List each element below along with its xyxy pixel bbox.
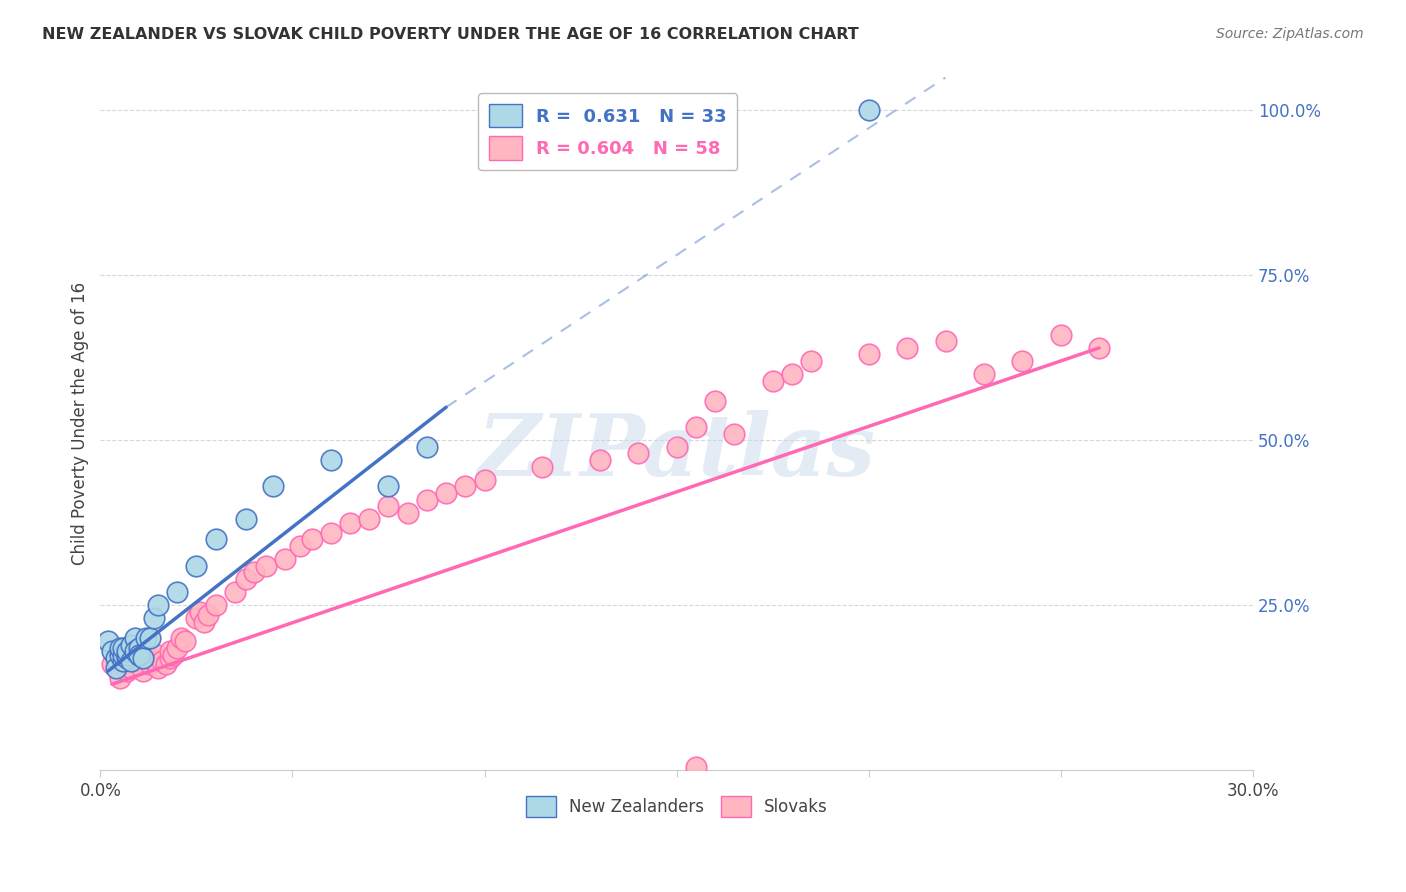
Point [589,453,612,467]
Point [339,516,361,530]
Point [197,607,219,622]
Point [627,446,650,460]
Point [780,368,803,382]
Point [112,648,135,662]
Point [723,426,745,441]
Point [665,440,688,454]
Point [131,664,153,678]
Point [108,671,131,685]
Point [124,644,146,658]
Point [973,368,995,382]
Point [319,525,342,540]
Point [235,572,257,586]
Point [162,648,184,662]
Point [146,648,169,662]
Point [108,648,131,662]
Text: ZIPatlas: ZIPatlas [478,409,876,493]
Point [896,341,918,355]
Point [454,479,477,493]
Point [166,585,188,599]
Point [97,634,120,648]
Text: NEW ZEALANDER VS SLOVAK CHILD POVERTY UNDER THE AGE OF 16 CORRELATION CHART: NEW ZEALANDER VS SLOVAK CHILD POVERTY UN… [42,27,859,42]
Point [188,605,211,619]
Point [150,654,173,668]
Point [120,654,142,668]
Point [235,512,257,526]
Point [474,473,496,487]
Point [377,499,399,513]
Point [377,479,399,493]
Point [1049,327,1071,342]
Point [120,638,142,652]
Point [104,651,127,665]
Point [396,506,419,520]
Legend: New Zealanders, Slovaks: New Zealanders, Slovaks [519,789,834,824]
Point [319,453,342,467]
Point [800,354,823,368]
Point [115,648,138,662]
Point [124,631,146,645]
Point [170,631,193,645]
Point [858,103,880,118]
Point [128,648,150,662]
Point [128,640,150,655]
Point [143,611,166,625]
Point [204,532,226,546]
Point [1088,341,1111,355]
Point [159,644,181,658]
Point [112,654,135,668]
Point [101,644,124,658]
Point [434,486,457,500]
Point [101,657,124,672]
Point [115,644,138,658]
Point [166,640,188,655]
Point [115,651,138,665]
Point [108,640,131,655]
Point [685,420,707,434]
Point [186,558,208,573]
Point [173,634,195,648]
Point [288,539,311,553]
Point [262,479,284,493]
Point [139,631,162,645]
Point [112,640,135,655]
Point [135,651,157,665]
Point [224,585,246,599]
Point [146,598,169,612]
Point [155,657,177,672]
Point [128,648,150,662]
Point [762,374,785,388]
Point [685,760,707,774]
Point [416,440,439,454]
Point [186,611,208,625]
Point [416,492,439,507]
Point [131,651,153,665]
Point [704,393,727,408]
Point [243,565,266,579]
Point [146,661,169,675]
Point [359,512,381,526]
Point [301,532,323,546]
Point [531,459,554,474]
Point [254,558,277,573]
Point [274,552,297,566]
Point [934,334,956,349]
Point [139,657,162,672]
Point [204,598,226,612]
Point [135,631,157,645]
Y-axis label: Child Poverty Under the Age of 16: Child Poverty Under the Age of 16 [72,282,89,566]
Point [193,615,215,629]
Point [115,664,138,678]
Point [159,651,181,665]
Point [128,654,150,668]
Point [143,654,166,668]
Text: Source: ZipAtlas.com: Source: ZipAtlas.com [1216,27,1364,41]
Point [1011,354,1033,368]
Point [120,661,142,675]
Point [104,661,127,675]
Point [858,347,880,361]
